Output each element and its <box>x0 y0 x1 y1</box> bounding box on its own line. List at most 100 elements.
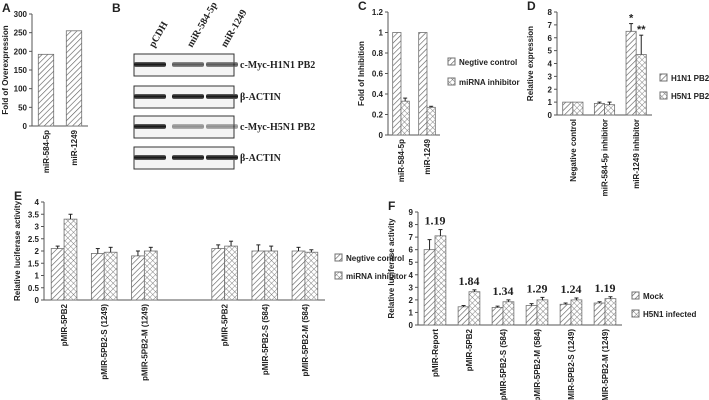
lane-label: miR-1249 <box>219 8 249 50</box>
error-bar <box>309 249 314 253</box>
annotation: 1.24 <box>561 282 582 296</box>
y-tick-label: 2 <box>35 247 40 256</box>
legend-swatch <box>631 291 640 300</box>
error-bar <box>256 244 261 251</box>
y-tick-label: 0 <box>409 321 414 330</box>
blot-band <box>134 62 166 67</box>
legend-swatch <box>659 91 668 100</box>
bar <box>65 30 83 127</box>
y-tick-label: 4 <box>548 60 553 69</box>
blot-band <box>206 155 238 160</box>
bar <box>291 250 306 301</box>
lane-label: pCDH <box>147 20 171 50</box>
x-tick-label: pMIR-5PB2 <box>465 328 474 371</box>
error-bar <box>429 105 434 108</box>
bar <box>593 302 606 326</box>
x-tick-label: miR-584-5p inhibitor <box>601 119 610 196</box>
x-tick-label: pMIR-5PB2-S (1249) <box>567 329 576 400</box>
y-axis-title: Relative expression <box>526 26 535 101</box>
y-tick-label: 5 <box>548 47 553 56</box>
y-tick-label: 3 <box>35 223 40 232</box>
y-axis-title: Relative luciferase activity <box>13 200 22 301</box>
annotation: 1.84 <box>459 274 480 288</box>
panel-letter: C <box>358 0 367 13</box>
y-axis-title: Fold of Inhibition <box>357 41 366 106</box>
error-bar <box>472 289 477 292</box>
bar <box>50 248 65 301</box>
bar <box>418 32 428 136</box>
y-tick-label: 0.4 <box>372 90 384 99</box>
y-tick-label: 6 <box>548 34 553 43</box>
y-tick-label: 150 <box>14 66 28 75</box>
y-tick-label: 5 <box>409 258 414 267</box>
annotation: 1.34 <box>493 284 514 298</box>
blot-band <box>172 94 204 99</box>
y-tick-label: 4 <box>35 198 40 207</box>
x-tick-label: pMIR-5PB2-S (584) <box>499 329 508 400</box>
error-bar <box>461 305 466 307</box>
y-tick-label: 2 <box>409 296 414 305</box>
bar <box>625 30 637 116</box>
error-bar <box>495 305 500 308</box>
y-tick-label: 250 <box>14 29 28 38</box>
blot-label: c-Myc-H5N1 PB2 <box>240 122 315 133</box>
y-tick-label: 8 <box>548 8 553 17</box>
x-tick-label: miR-1249 <box>70 129 79 165</box>
y-tick-label: 50 <box>18 103 27 112</box>
y-tick-label: 1 <box>379 29 384 38</box>
error-bar <box>563 302 568 305</box>
y-tick-label: 0.2 <box>372 111 384 120</box>
x-tick-label: pMIR-5PB2 <box>60 303 69 346</box>
annotation: ** <box>637 24 646 36</box>
bar <box>572 101 584 116</box>
error-bar <box>506 299 511 302</box>
x-tick-label: pMIR-5PB2-S (1249) <box>100 304 109 380</box>
annotation: 1.19 <box>425 214 446 228</box>
legend-label: H5N1 infected <box>643 310 696 319</box>
legend-swatch <box>334 271 343 280</box>
blot-band <box>134 124 166 129</box>
bar <box>457 306 470 326</box>
y-tick-label: 2 <box>548 85 553 94</box>
bar <box>562 101 574 116</box>
bar <box>304 251 319 301</box>
blot-band <box>172 62 204 67</box>
bar <box>559 303 572 326</box>
y-tick-label: 6 <box>409 246 414 255</box>
y-tick-label: 200 <box>14 47 28 56</box>
error-bar <box>55 245 60 249</box>
y-tick-label: 3.5 <box>28 210 40 219</box>
legend-swatch <box>447 57 456 66</box>
y-tick-label: 0.8 <box>372 49 384 58</box>
blot-band <box>172 155 204 160</box>
error-bar <box>148 246 153 251</box>
y-axis-title: Fold of Overexpression <box>1 25 10 114</box>
x-tick-label: miR-1249 inhibitor <box>632 119 641 189</box>
bar <box>392 32 402 136</box>
x-tick-label: pMIR-5PB2-S (584) <box>261 304 270 375</box>
bar <box>143 250 158 301</box>
y-tick-label: 1 <box>548 98 553 107</box>
bar <box>604 298 617 326</box>
bar <box>37 53 55 127</box>
error-bar <box>639 34 644 55</box>
bar <box>570 299 583 326</box>
error-bar <box>108 246 113 253</box>
panel-letter: D <box>527 0 536 13</box>
error-bar <box>597 101 602 104</box>
bar <box>491 307 504 326</box>
error-bar <box>403 97 408 102</box>
y-tick-label: 0.6 <box>372 70 384 79</box>
panel-letter: F <box>388 199 395 213</box>
y-axis-title: Relative luciferase activity <box>387 218 396 319</box>
error-bar <box>269 245 274 251</box>
legend-label: Mock <box>643 292 664 301</box>
y-tick-label: 1.5 <box>28 259 40 268</box>
bar <box>502 301 515 326</box>
annotation: 1.19 <box>595 281 616 295</box>
annotation: 1.29 <box>527 281 548 295</box>
blot-band <box>134 94 166 99</box>
error-bar <box>427 239 432 250</box>
y-tick-label: 0 <box>379 131 384 140</box>
